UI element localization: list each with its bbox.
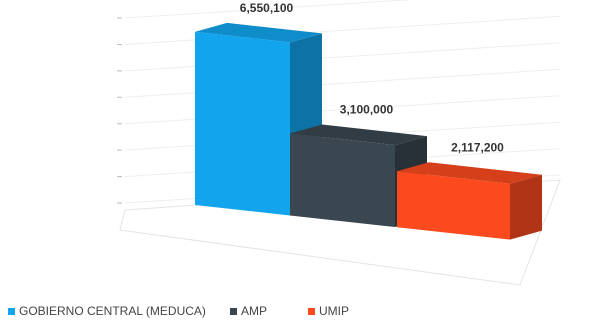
value-label: 2,117,200 [451, 140, 504, 154]
grid-line [124, 15, 561, 45]
grid-line [124, 0, 413, 19]
legend-swatch [308, 308, 315, 315]
grid-line [124, 68, 561, 98]
bar [290, 133, 395, 227]
legend-swatch [8, 308, 15, 315]
grid-line [124, 42, 561, 72]
bar [397, 171, 510, 240]
value-label: 6,550,100 [240, 1, 294, 15]
legend-label: AMP [241, 304, 267, 318]
bar-top [195, 22, 322, 43]
bar-top [397, 162, 542, 184]
bar-side [510, 174, 542, 240]
legend-label: GOBIERNO CENTRAL (MEDUCA) [19, 304, 206, 318]
legend-label: UMIP [319, 304, 349, 318]
value-label: 3,100,000 [340, 103, 394, 117]
legend-swatch [230, 308, 237, 315]
bar-top [290, 124, 427, 146]
bar [195, 31, 290, 216]
